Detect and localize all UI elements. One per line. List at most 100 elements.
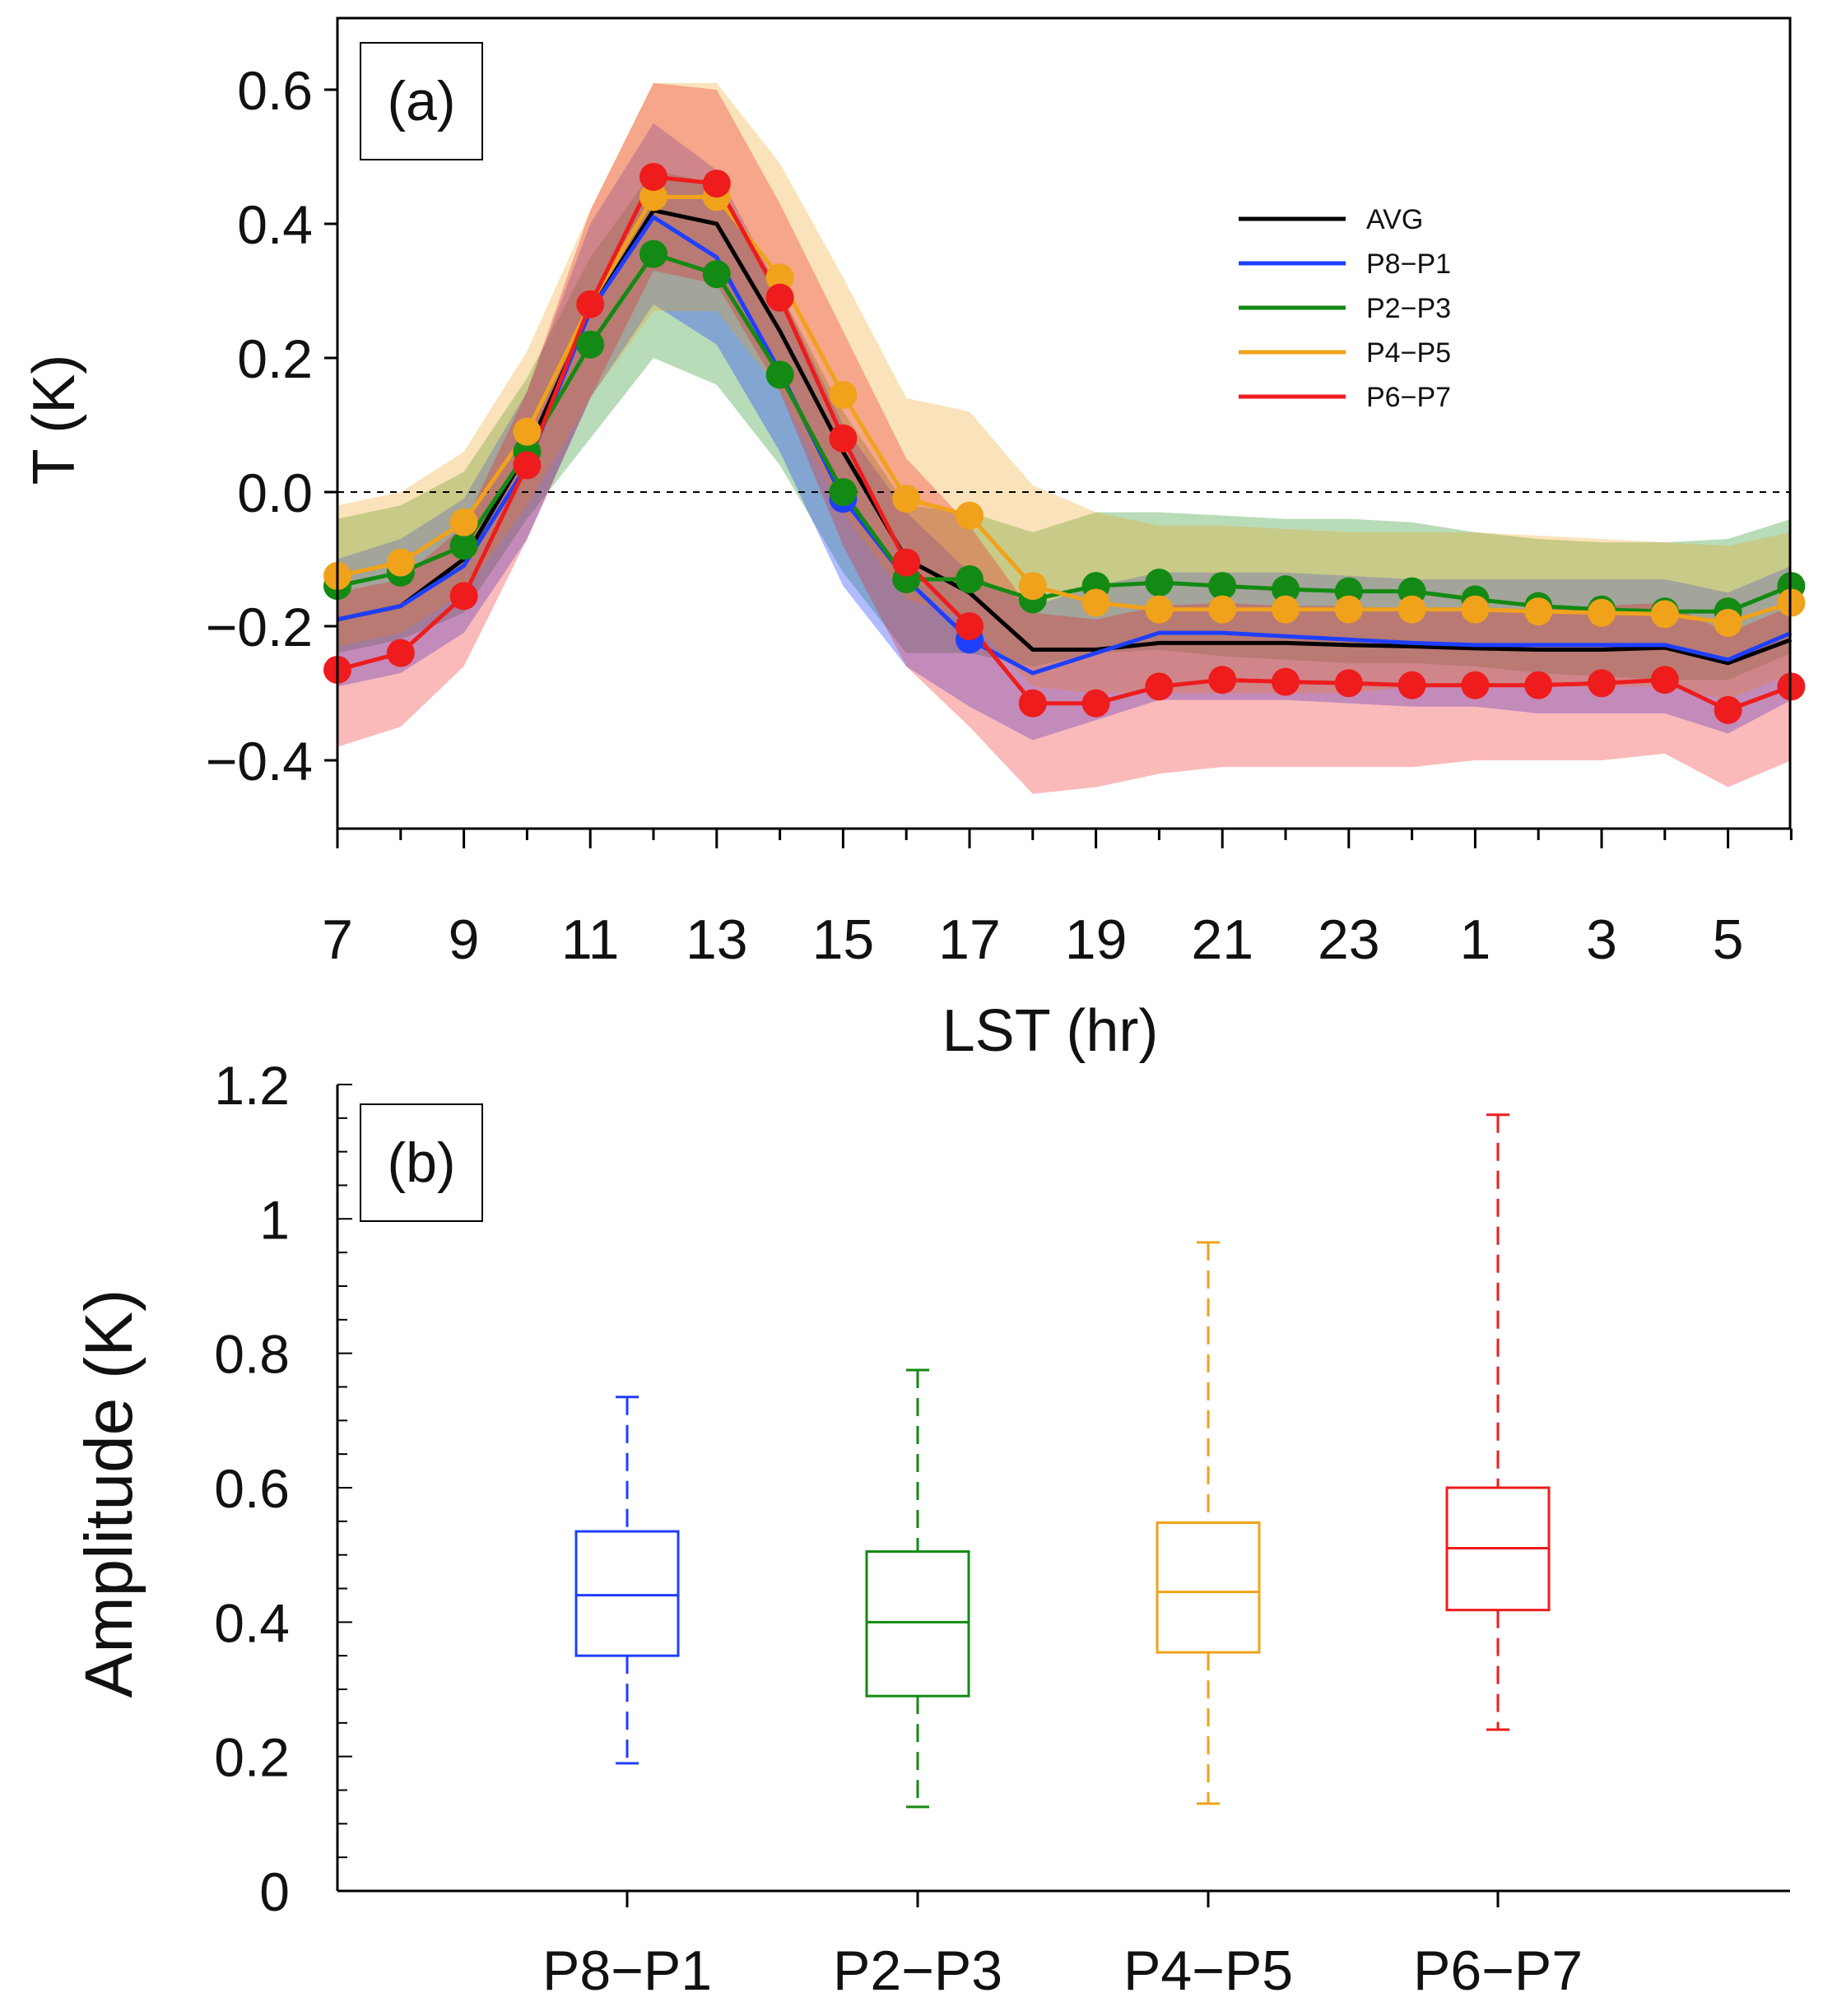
x-tick-label-a: 9: [449, 908, 480, 971]
y-tick-label-b: 1: [259, 1189, 290, 1250]
x-tick-label-a: 11: [561, 908, 620, 971]
marker-P4−P5: [1461, 595, 1490, 624]
axis-ticks: 0.60.40.20.0−0.2−0.47 9 11 13 15 17 19 21 23 1 3 5: [206, 60, 1793, 971]
marker-P6−P7: [1208, 666, 1237, 694]
marker-P6−P7: [1397, 671, 1426, 699]
x-tick-label-b: P2−P3: [833, 1939, 1002, 2002]
band-P2−P3: [337, 170, 1792, 681]
marker-P4−P5: [829, 380, 858, 409]
y-tick-label-a: 0.2: [237, 328, 313, 389]
marker-P4−P5: [1714, 608, 1742, 637]
x-tick-label-b: P8−P1: [542, 1939, 712, 2002]
y-tick-label-a: 0.6: [237, 60, 313, 121]
marker-P4−P5: [1524, 597, 1553, 626]
legend-label: P4−P5: [1366, 337, 1451, 369]
marker-P4−P5: [1145, 595, 1174, 624]
marker-P2−P3: [1208, 572, 1237, 601]
marker-P6−P7: [449, 582, 478, 611]
x-tick-label-a: 23: [1318, 908, 1380, 971]
marker-P6−P7: [639, 162, 667, 191]
panel-label-a-text: (a): [387, 70, 455, 132]
series-markers: [323, 162, 1806, 724]
x-tick-label-a: 21: [1191, 908, 1253, 971]
marker-P4−P5: [639, 183, 667, 211]
box-P2−P3: P2−P3: [833, 1368, 1002, 2002]
marker-P6−P7: [1524, 671, 1553, 699]
marker-P6−P7: [829, 424, 858, 453]
x-tick-label-a: 13: [686, 908, 748, 971]
iqr-box: [574, 1530, 680, 1657]
marker-P4−P5: [513, 417, 542, 446]
y-tick-label-b: 0.6: [214, 1458, 290, 1519]
marker-P4−P5: [386, 548, 415, 577]
y-tick-label-a: 0.0: [237, 462, 313, 523]
marker-P4−P5: [1334, 595, 1363, 624]
x-tick-label-a: 7: [322, 908, 353, 971]
plot-frame: [336, 16, 1792, 830]
band-P4−P5: [337, 82, 1792, 700]
box-P6−P7: P6−P7: [1413, 1113, 1583, 2002]
x-tick-label-a: 19: [1065, 908, 1128, 971]
band-P6−P7: [337, 82, 1792, 794]
iqr-box: [865, 1550, 970, 1698]
marker-P2−P3: [702, 260, 731, 289]
x-tick-label-a: 1: [1459, 908, 1490, 971]
y-axis-label-b: Amplitude (K): [72, 1289, 146, 1698]
y-tick-label-b: 0.2: [214, 1727, 290, 1788]
marker-P6−P7: [1588, 669, 1616, 698]
y-tick-label-a: 0.4: [237, 194, 313, 255]
marker-P6−P7: [1714, 695, 1742, 724]
y-tick-label-b: 1.2: [214, 1055, 290, 1116]
y-tick-label-a: −0.4: [206, 731, 313, 792]
iqr-box: [1156, 1521, 1261, 1654]
uncertainty-bands: [337, 82, 1792, 794]
x-tick-label-a: 3: [1586, 908, 1617, 971]
marker-P4−P5: [1272, 595, 1300, 624]
marker-P6−P7: [1081, 689, 1110, 718]
marker-P6−P7: [1145, 672, 1174, 701]
marker-P2−P3: [449, 532, 478, 560]
marker-P4−P5: [1588, 598, 1616, 627]
marker-P6−P7: [513, 451, 542, 480]
x-tick-label-b: P6−P7: [1413, 1939, 1583, 2002]
x-tick-label-a: 17: [938, 908, 1001, 971]
x-tick-label-b: P4−P5: [1123, 1939, 1293, 2002]
marker-P6−P7: [765, 283, 794, 312]
boxes: P8−P1 P2−P3 P4−P5 P6−P7: [542, 1113, 1583, 2002]
marker-P6−P7: [1650, 666, 1679, 694]
box-P8−P1: P8−P1: [542, 1396, 712, 2002]
y-tick-label-a: −0.2: [206, 597, 313, 657]
y-axis-label-a: T (K): [21, 355, 87, 485]
marker-P4−P5: [1208, 595, 1237, 624]
band-P8−P1: [337, 123, 1792, 741]
marker-P6−P7: [702, 170, 731, 198]
marker-P2−P3: [829, 478, 858, 506]
marker-P4−P5: [956, 501, 984, 530]
y-tick-label-b: 0: [259, 1861, 290, 1922]
marker-P4−P5: [1018, 572, 1047, 601]
marker-P4−P5: [1081, 588, 1110, 617]
panel-label-b: (b): [360, 1103, 483, 1222]
x-tick-label-a: 15: [812, 908, 875, 971]
axes: 1.2 1 0.8 0.6 0.4 0.2 0: [214, 1055, 1790, 1922]
marker-P4−P5: [765, 263, 794, 292]
x-axis-label-a: LST (hr): [942, 998, 1159, 1064]
panel-a-line-chart: 0.60.40.20.0−0.2−0.47 9 11 13 15 17 19 21 23 1 3 5 …: [21, 16, 1806, 1064]
marker-P6−P7: [386, 639, 415, 667]
legend-label: P2−P3: [1366, 293, 1451, 324]
marker-P2−P3: [956, 564, 984, 593]
box-P4−P5: P4−P5: [1123, 1241, 1293, 2002]
panel-label-b-text: (b): [387, 1131, 455, 1194]
marker-P2−P3: [1145, 569, 1174, 597]
panel-b-box-plot: 1.2 1 0.8 0.6 0.4 0.2 0 P8−P1 P2−P3 P4−P5 P6−P7 (…: [72, 1055, 1790, 2002]
panel-label-a: (a): [360, 42, 483, 160]
marker-P6−P7: [1018, 689, 1047, 718]
legend-label: P6−P7: [1366, 382, 1451, 413]
marker-P4−P5: [892, 485, 921, 513]
marker-P2−P3: [765, 360, 794, 389]
x-tick-label-a: 5: [1713, 908, 1744, 971]
legend: AVG P8−P1 P2−P3 P4−P5 P6−P7: [1239, 204, 1451, 413]
marker-P2−P3: [1272, 575, 1300, 604]
marker-P6−P7: [956, 612, 984, 640]
